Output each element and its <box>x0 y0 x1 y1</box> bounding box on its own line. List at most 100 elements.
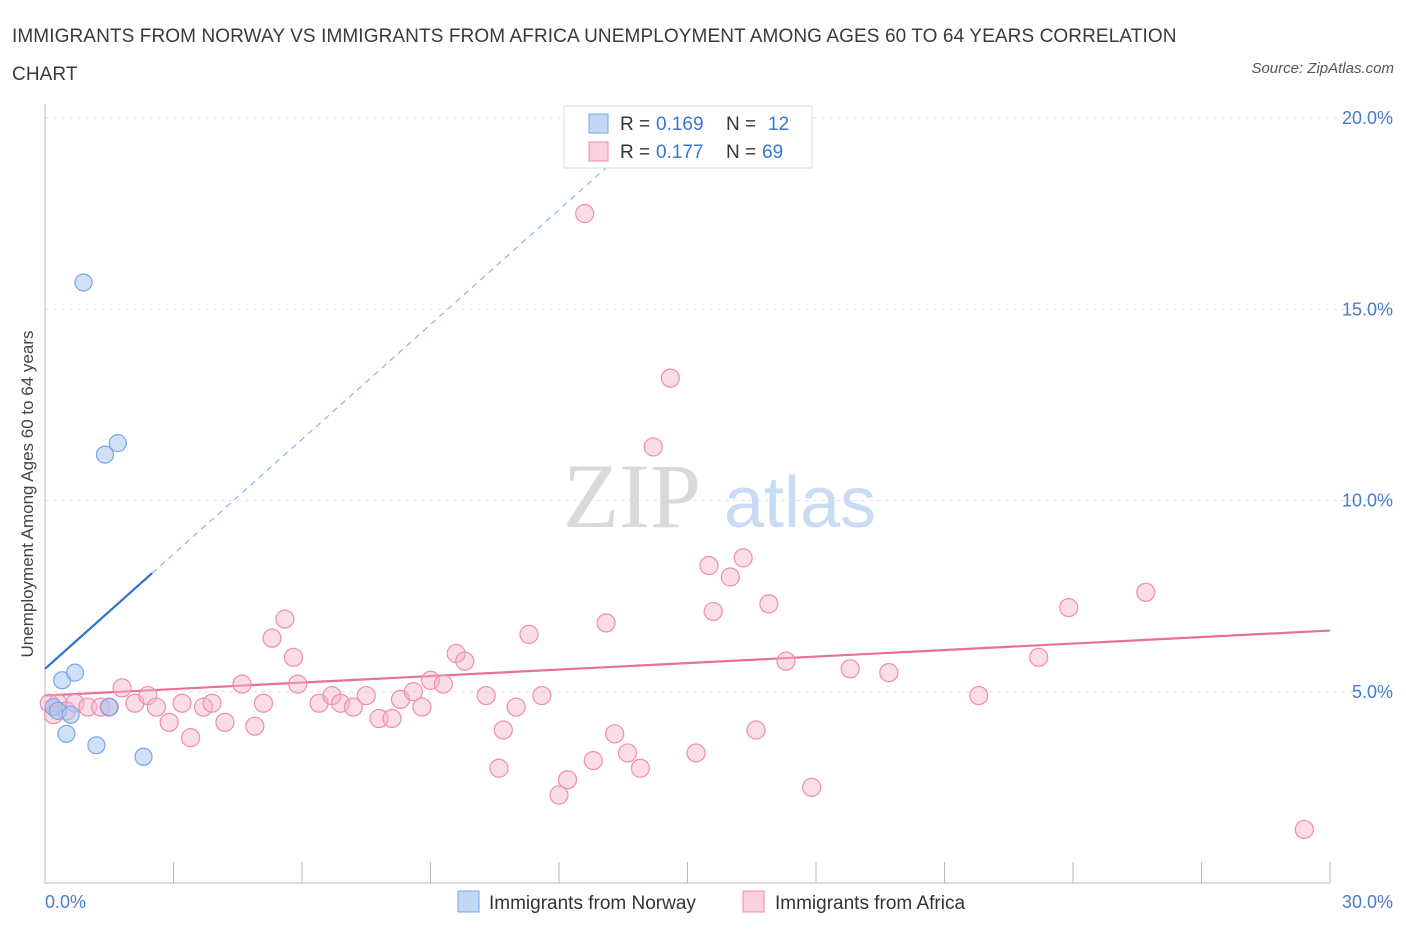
chart-title: IMMIGRANTS FROM NORWAY VS IMMIGRANTS FRO… <box>12 26 1177 85</box>
africa-trendline <box>44 629 1331 697</box>
legend-swatch-norway <box>588 113 609 134</box>
africa-point <box>643 437 663 457</box>
africa-point <box>275 609 295 629</box>
africa-point <box>733 548 753 568</box>
africa-point <box>330 693 351 713</box>
africa-point <box>412 697 432 717</box>
watermark-zip: ZIP <box>563 445 701 547</box>
norway-point <box>65 663 85 682</box>
africa-point <box>630 758 650 778</box>
norway-point <box>134 747 153 766</box>
legend-n-value-africa: 69 <box>762 142 783 163</box>
africa-point <box>1059 597 1079 618</box>
africa-point <box>288 674 308 694</box>
africa-point <box>596 613 616 633</box>
bottom-legend-swatch-norway <box>457 890 480 913</box>
norway-point <box>57 724 76 743</box>
africa-point <box>403 682 423 702</box>
africa-point <box>776 651 796 671</box>
watermark: ZIP atlas <box>563 445 876 547</box>
watermark-atlas: atlas <box>724 463 876 543</box>
africa-point <box>840 659 860 679</box>
africa-point <box>699 555 719 576</box>
legend-n-label-norway: N = <box>726 114 756 135</box>
africa-point <box>283 647 304 667</box>
axes <box>44 104 1331 884</box>
africa-point <box>1029 647 1049 667</box>
africa-point <box>202 693 222 713</box>
legend-n-value-norway: 12 <box>768 114 789 135</box>
africa-point <box>493 720 513 740</box>
bottom-legend-norway: Immigrants from Norway <box>489 893 696 914</box>
africa-point <box>245 716 265 736</box>
africa-point <box>455 651 475 671</box>
africa-trendline-solid <box>44 629 1331 697</box>
norway-point <box>87 736 106 755</box>
africa-point <box>746 720 766 740</box>
africa-point <box>617 743 638 763</box>
africa-point <box>146 697 166 717</box>
africa-point <box>420 670 441 690</box>
africa-point <box>686 743 706 763</box>
africa-point <box>262 628 282 648</box>
africa-point <box>489 758 509 778</box>
africa-point <box>215 712 235 732</box>
y-axis-label: Unemployment Among Ages 60 to 64 years <box>18 331 37 658</box>
africa-point <box>549 785 569 805</box>
africa-point <box>159 712 179 732</box>
legend-r-label-norway: R = <box>620 114 650 135</box>
africa-point <box>575 204 595 224</box>
africa-point <box>802 777 822 797</box>
x-tick-labels: 0.0% 30.0% <box>45 892 1393 912</box>
norway-point <box>74 273 93 292</box>
norway-trendline-solid <box>44 572 153 670</box>
africa-point <box>557 770 578 790</box>
legend-n-label-africa: N = <box>726 142 756 163</box>
africa-point <box>1136 582 1156 602</box>
y-tick-label: 5.0% <box>1352 682 1393 702</box>
bottom-legend-swatch-africa <box>742 890 765 913</box>
africa-point <box>703 601 723 622</box>
norway-point <box>61 705 80 724</box>
africa-point <box>476 685 496 706</box>
legend-r-value-norway: 0.169 <box>656 114 704 135</box>
norway-trendline <box>44 132 646 670</box>
africa-point <box>112 678 132 698</box>
correlation-legend: R = 0.169 N = 12 R = 0.177 N = 69 <box>563 105 813 169</box>
africa-point <box>433 674 453 694</box>
africa-point <box>583 750 603 771</box>
africa-point <box>519 624 539 644</box>
source-note: Source: ZipAtlas.com <box>1251 60 1394 77</box>
africa-point <box>532 685 552 706</box>
norway-points <box>44 273 153 766</box>
africa-point <box>759 594 779 614</box>
y-tick-label: 15.0% <box>1342 299 1393 319</box>
africa-point <box>356 685 376 706</box>
africa-point <box>879 663 899 683</box>
africa-point <box>382 708 402 729</box>
y-tick-label: 10.0% <box>1342 491 1393 511</box>
africa-point <box>660 368 680 388</box>
africa-point <box>181 728 201 748</box>
bottom-legend-africa: Immigrants from Africa <box>775 893 965 914</box>
norway-point <box>108 434 127 453</box>
legend-swatch-africa <box>588 141 609 162</box>
africa-point <box>605 724 625 744</box>
africa-points <box>39 204 1314 840</box>
y-tick-label: 20.0% <box>1342 108 1393 128</box>
africa-point <box>253 693 274 713</box>
y-tick-labels: 5.0% 10.0% 15.0% 20.0% <box>1342 108 1393 702</box>
series-legend: Immigrants from Norway Immigrants from A… <box>457 890 965 914</box>
africa-point <box>720 567 740 587</box>
x-tick-label-min: 0.0% <box>45 892 86 912</box>
norway-point <box>100 697 119 717</box>
legend-r-value-africa: 0.177 <box>656 142 704 163</box>
africa-point <box>969 685 989 706</box>
africa-point <box>506 697 526 717</box>
africa-point <box>343 697 363 717</box>
norway-trendline-dashed <box>151 132 646 574</box>
africa-point <box>1294 819 1314 840</box>
legend-r-label-africa: R = <box>620 142 650 163</box>
africa-point <box>232 674 252 694</box>
